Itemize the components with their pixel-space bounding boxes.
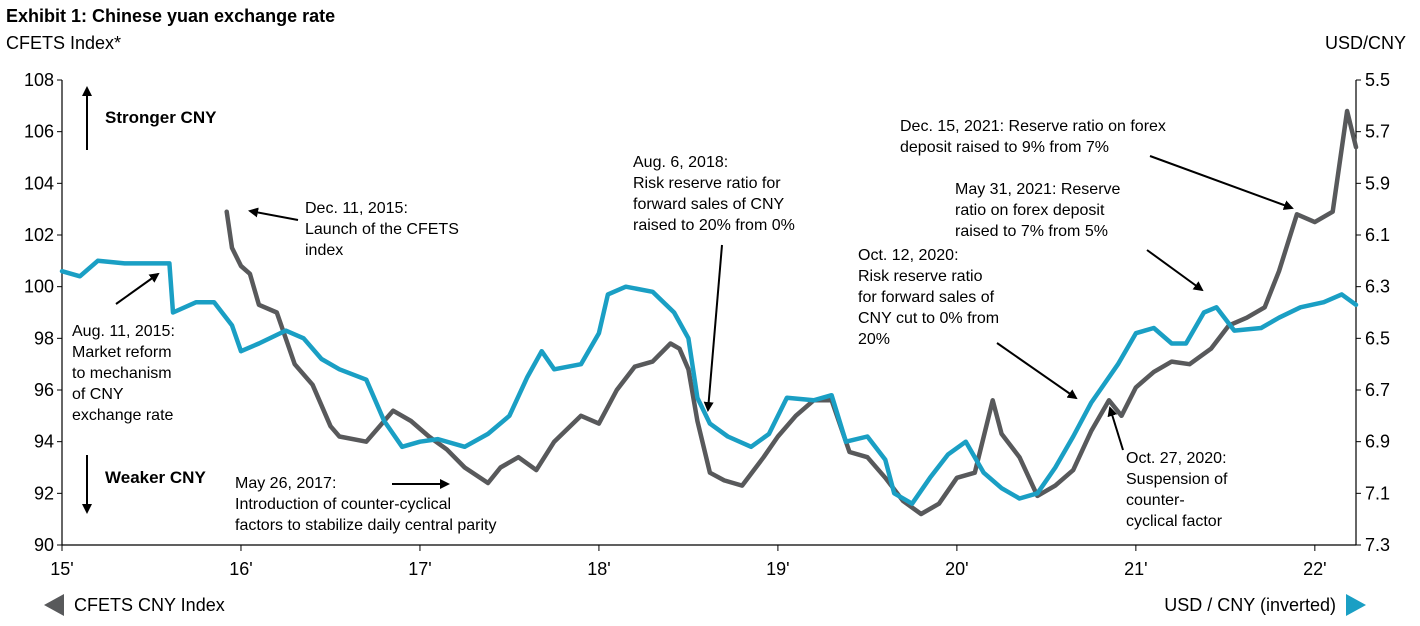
annotation-arrow — [1149, 155, 1294, 210]
y-right-tick-label: 6.7 — [1365, 380, 1390, 400]
annotation-line: raised to 20% from 0% — [633, 217, 795, 234]
y-left-tick-label: 108 — [24, 70, 54, 90]
annotation-line: Aug. 6, 2018: — [633, 154, 728, 171]
annotation-text: Aug. 11, 2015: Market reform to mechanism o… — [72, 323, 175, 424]
direction-layer: Stronger CNY Weaker CNY — [82, 86, 217, 514]
annotation-text: Dec. 15, 2021: Reserve ratio on forex dep… — [900, 118, 1166, 156]
y-right-tick-label: 6.9 — [1365, 432, 1390, 452]
annotation-line: CNY cut to 0% from — [858, 310, 999, 327]
annotation-line: Dec. 15, 2021: Reserve ratio on forex — [900, 118, 1166, 135]
annotation-line: of CNY — [72, 386, 124, 403]
x-tick-label: 16' — [229, 559, 252, 579]
y-right-tick-label: 7.3 — [1365, 535, 1390, 555]
annotation-arrow — [1146, 249, 1204, 292]
y-left-tick-label: 92 — [34, 483, 54, 503]
y-left-tick-label: 104 — [24, 173, 54, 193]
annotation-line: forward sales of CNY — [633, 196, 784, 213]
annotation-line: Risk reserve ratio — [858, 268, 983, 285]
axes-group: 90 92 94 96 98 100 102 104 106 108 5.5 5.7 5.9 6.1 6.3… — [24, 70, 1390, 579]
x-tick-label: 20' — [945, 559, 968, 579]
right-triangle-icon — [1346, 594, 1366, 616]
cfets-series-line — [224, 108, 1359, 517]
legend-right: USD / CNY (inverted) — [1164, 594, 1366, 616]
y-left-tick-label: 106 — [24, 122, 54, 142]
annotation-line: May 26, 2017: — [235, 475, 336, 492]
annotation-line: for forward sales of — [858, 289, 995, 306]
x-tick-label: 17' — [408, 559, 431, 579]
left-triangle-icon — [44, 594, 64, 616]
annotation-line: Market reform — [72, 344, 172, 361]
stronger-label: Stronger CNY — [105, 108, 217, 127]
annotation-text: Dec. 11, 2015: Launch of the CFETS index — [305, 200, 459, 259]
annotation-line: Dec. 11, 2015: — [305, 200, 408, 217]
annotation-line: May 31, 2021: Reserve — [955, 181, 1121, 198]
annotation-line: Oct. 27, 2020: — [1126, 450, 1227, 467]
x-tick-label: 19' — [766, 559, 789, 579]
annotation-text: Oct. 12, 2020: Risk reserve ratio for forw… — [858, 247, 999, 348]
right-axis-unit: USD/CNY — [1324, 33, 1406, 53]
y-left-tick-label: 94 — [34, 432, 54, 452]
annotation-line: index — [305, 242, 343, 259]
y-right-tick-label: 5.9 — [1365, 173, 1390, 193]
annotation-text: Aug. 6, 2018: Risk reserve ratio for forwa… — [633, 154, 795, 234]
y-left-tick-label: 90 — [34, 535, 54, 555]
annotation-line: exchange rate — [72, 407, 174, 424]
annotation-text: May 31, 2021: Reserve ratio on forex depo… — [955, 181, 1121, 240]
annotation-line: Suspension of — [1126, 471, 1228, 488]
annotation-arrow — [248, 207, 299, 221]
x-tick-label: 15' — [50, 559, 73, 579]
annotation-layer: Aug. 11, 2015: Market reform to mechanism o… — [72, 118, 1294, 534]
y-right-tick-label: 7.1 — [1365, 483, 1390, 503]
legend-left: CFETS CNY Index — [44, 594, 225, 616]
annotation-line: Risk reserve ratio for — [633, 175, 781, 192]
annotation-line: Launch of the CFETS — [305, 221, 459, 238]
annotation-line: raised to 7% from 5% — [955, 223, 1108, 240]
chart-canvas: 90 92 94 96 98 100 102 104 106 108 5.5 5.7 5.9 6.1 6.3… — [24, 70, 1390, 579]
x-tick-label: 21' — [1124, 559, 1147, 579]
y-left-tick-label: 100 — [24, 277, 54, 297]
annotation-arrow — [1107, 406, 1124, 451]
y-right-tick-label: 6.3 — [1365, 277, 1390, 297]
y-right-tick-label: 6.5 — [1365, 328, 1390, 348]
annotation-line: factors to stabilize daily central parit… — [235, 517, 496, 534]
legend-right-label: USD / CNY (inverted) — [1164, 594, 1336, 615]
left-axis-unit: CFETS Index* — [6, 33, 122, 53]
y-left-tick-label: 96 — [34, 380, 54, 400]
y-left-tick-label: 98 — [34, 328, 54, 348]
annotation-text: Oct. 27, 2020: Suspension of counter-cycli… — [1126, 450, 1228, 530]
annotation-arrow — [996, 342, 1078, 400]
y-right-tick-label: 6.1 — [1365, 225, 1390, 245]
y-right-tick-label: 5.7 — [1365, 122, 1390, 142]
annotation-line: Introduction of counter-cyclical — [235, 496, 451, 513]
annotation-text: May 26, 2017: Introduction of counter-cyc… — [235, 475, 496, 534]
chart-title: Exhibit 1: Chinese yuan exchange rate — [6, 6, 336, 26]
annotation-arrow — [115, 272, 160, 305]
weaker-label: Weaker CNY — [105, 468, 206, 487]
usdcny-series-line — [59, 258, 1359, 506]
annotation-line: deposit raised to 9% from 7% — [900, 139, 1109, 156]
annotation-line: 20% — [858, 331, 890, 348]
y-right-tick-label: 5.5 — [1365, 70, 1390, 90]
x-tick-label: 18' — [587, 559, 610, 579]
y-left-tick-label: 102 — [24, 225, 54, 245]
annotation-arrow — [703, 244, 723, 412]
series-layer — [59, 108, 1359, 517]
x-tick-label: 22' — [1303, 559, 1326, 579]
legend-left-label: CFETS CNY Index — [74, 594, 225, 615]
annotation-line: Aug. 11, 2015: — [72, 323, 175, 340]
annotation-line: to mechanism — [72, 365, 172, 382]
annotation-line: ratio on forex deposit — [955, 202, 1105, 219]
annotation-line: Oct. 12, 2020: — [858, 247, 959, 264]
annotation-line: cyclical factor — [1126, 513, 1223, 530]
annotation-line: counter- — [1126, 492, 1185, 509]
